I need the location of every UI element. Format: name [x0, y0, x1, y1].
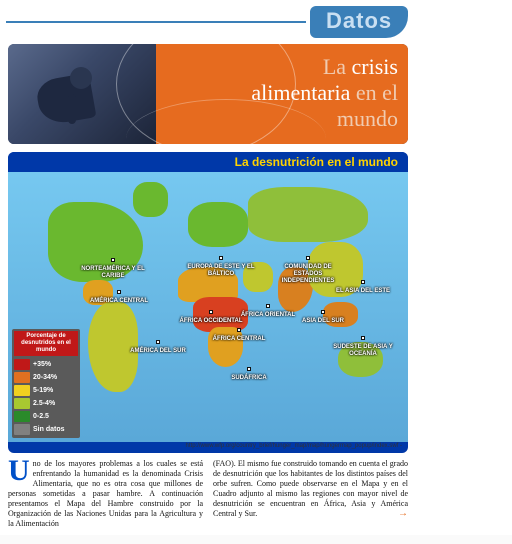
- header-row: Datos: [6, 6, 506, 38]
- legend-row: 5-19%: [14, 384, 78, 397]
- legend-row: Sin datos: [14, 423, 78, 436]
- legend-label: 20-34%: [33, 374, 57, 381]
- hero-w2: crisis: [352, 54, 398, 79]
- legend-label: +35%: [33, 361, 51, 368]
- map-source-url: http://www.wfp.org/country_brief/hunger_…: [8, 442, 408, 453]
- section-tab-label: Datos: [326, 8, 392, 33]
- legend-swatch: [14, 372, 30, 383]
- legend-swatch: [14, 411, 30, 422]
- map-title: La desnutrición en el mundo: [8, 152, 408, 172]
- region-label-afc: ÁFRICA CENTRAL: [204, 328, 274, 343]
- legend-row: +35%: [14, 358, 78, 371]
- body-col-2: (FAO). El mismo fue construido tomando e…: [213, 459, 408, 529]
- hero-w1: La: [323, 54, 352, 79]
- region-label-sas: ASIA DEL SUR: [288, 310, 358, 325]
- region-label-sa: AMÉRICA DEL SUR: [123, 340, 193, 355]
- legend-label: 2.5-4%: [33, 400, 55, 407]
- world-map: NORTEAMÉRICA Y EL CARIBE AMÉRICA CENTRAL A…: [8, 172, 408, 442]
- region-label-ca2: AMÉRICA CENTRAL: [84, 290, 154, 305]
- legend-row: 0-2.5: [14, 410, 78, 423]
- region-label-afs: SUDÁFRICA: [214, 367, 284, 382]
- page: Datos La crisis alimentaria en el mundo …: [0, 0, 512, 535]
- legend-swatch: [14, 398, 30, 409]
- region-label-eu: EUROPA DE ESTE Y EL BÁLTICO: [186, 256, 256, 278]
- body-col2-text: (FAO). El mismo fue construido tomando e…: [213, 459, 408, 518]
- map-legend: Porcentaje de desnutridos en el mundo +3…: [12, 329, 80, 438]
- dropcap: U: [8, 459, 33, 483]
- legend-label: 5-19%: [33, 387, 53, 394]
- legend-title: Porcentaje de desnutridos en el mundo: [14, 331, 78, 356]
- hero-banner: La crisis alimentaria en el mundo: [8, 44, 408, 144]
- region-label-sea: SUDESTE DE ASIA Y OCEANÍA: [328, 336, 398, 358]
- hero-w5: mundo: [337, 106, 398, 131]
- continent-europe: [188, 202, 248, 247]
- legend-swatch: [14, 359, 30, 370]
- body-text: Uno de los mayores problemas a los cuale…: [8, 459, 408, 529]
- continent-greenland: [133, 182, 168, 217]
- legend-swatch: [14, 424, 30, 435]
- legend-label: 0-2.5: [33, 413, 49, 420]
- header-rule: [6, 21, 306, 23]
- map-block: La desnutrición en el mundo NORTEAMÉRICA…: [8, 152, 408, 453]
- body-col-1: Uno de los mayores problemas a los cuale…: [8, 459, 203, 529]
- more-arrow-icon[interactable]: →: [398, 509, 408, 519]
- region-label-eas: EL ASIA DEL ESTE: [328, 280, 398, 295]
- legend-label: Sin datos: [33, 426, 65, 433]
- legend-swatch: [14, 385, 30, 396]
- continent-russia: [248, 187, 368, 242]
- body-col1-text: no de los mayores problemas a los cuales…: [8, 459, 203, 528]
- region-label-na: NORTEAMÉRICA Y EL CARIBE: [78, 258, 148, 280]
- hero-title: La crisis alimentaria en el mundo: [251, 54, 398, 132]
- legend-row: 2.5-4%: [14, 397, 78, 410]
- legend-row: 20-34%: [14, 371, 78, 384]
- section-tab: Datos: [310, 6, 408, 38]
- hero-w4: en el: [356, 80, 398, 105]
- child-silhouette-icon: [28, 59, 108, 134]
- hero-w3: alimentaria: [251, 80, 355, 105]
